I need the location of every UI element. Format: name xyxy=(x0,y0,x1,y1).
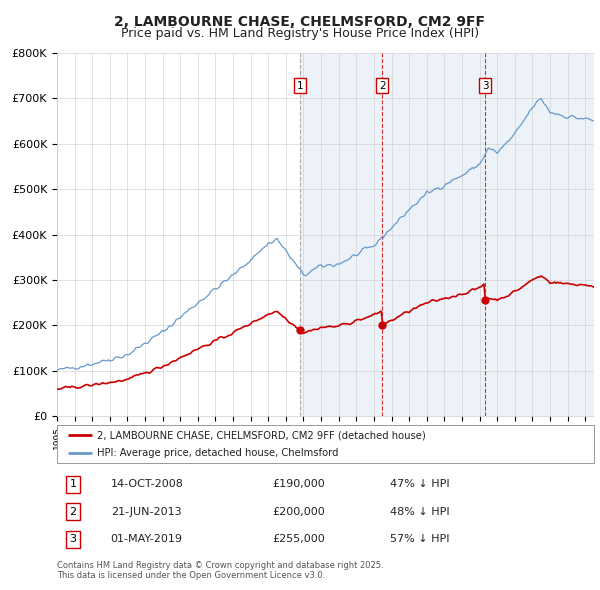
Text: 48% ↓ HPI: 48% ↓ HPI xyxy=(390,507,449,517)
Text: 2: 2 xyxy=(379,81,386,91)
Text: Contains HM Land Registry data © Crown copyright and database right 2025.
This d: Contains HM Land Registry data © Crown c… xyxy=(57,560,383,580)
Text: 47% ↓ HPI: 47% ↓ HPI xyxy=(390,480,449,490)
Text: 57% ↓ HPI: 57% ↓ HPI xyxy=(390,534,449,544)
Text: 2, LAMBOURNE CHASE, CHELMSFORD, CM2 9FF (detached house): 2, LAMBOURNE CHASE, CHELMSFORD, CM2 9FF … xyxy=(97,430,426,440)
Bar xyxy=(300,53,594,416)
Text: HPI: Average price, detached house, Chelmsford: HPI: Average price, detached house, Chel… xyxy=(97,448,339,458)
Text: 01-MAY-2019: 01-MAY-2019 xyxy=(111,534,182,544)
Text: 2, LAMBOURNE CHASE, CHELMSFORD, CM2 9FF: 2, LAMBOURNE CHASE, CHELMSFORD, CM2 9FF xyxy=(115,15,485,29)
Text: Price paid vs. HM Land Registry's House Price Index (HPI): Price paid vs. HM Land Registry's House … xyxy=(121,27,479,40)
Text: 21-JUN-2013: 21-JUN-2013 xyxy=(111,507,181,517)
Text: 1: 1 xyxy=(70,480,77,490)
Text: 3: 3 xyxy=(70,534,77,544)
Text: 14-OCT-2008: 14-OCT-2008 xyxy=(111,480,184,490)
Text: 2: 2 xyxy=(70,507,77,517)
Text: £200,000: £200,000 xyxy=(272,507,325,517)
Text: £255,000: £255,000 xyxy=(272,534,325,544)
Text: 1: 1 xyxy=(296,81,303,91)
Text: £190,000: £190,000 xyxy=(272,480,325,490)
Text: 3: 3 xyxy=(482,81,488,91)
